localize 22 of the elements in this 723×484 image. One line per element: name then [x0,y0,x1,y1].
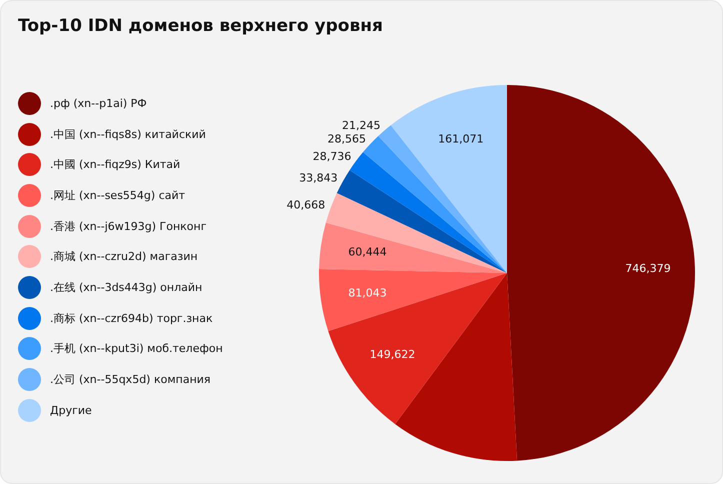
legend-label: .在线 (xn--3ds443g) онлайн [50,280,202,295]
legend-label: .рф (xn--p1ai) РФ [50,96,147,110]
data-label: 149,622 [370,348,416,362]
legend-label: .香港 (xn--j6w193g) Гонконг [50,218,206,234]
data-label: 746,379 [625,262,671,276]
legend-label: .网址 (xn--ses554g) сайт [50,188,186,203]
legend-label: .中国 (xn--fiqs8s) китайский [50,126,206,142]
legend-label: .商城 (xn--czru2d) магазин [50,249,198,264]
legend-label: .公司 (xn--55qx5d) компания [50,372,211,388]
data-label: 161,071 [438,132,484,146]
data-label: 28,565 [328,132,366,146]
data-label: 81,043 [348,286,387,300]
legend-label: .手机 (xn--kput3i) моб.телефон [50,341,223,356]
data-label: 28,736 [312,150,352,164]
data-label: 60,444 [348,245,387,258]
legend-label: .中國 (xn--fiqz9s) Китай [50,157,180,172]
legend-label: Другие [50,404,92,417]
legend-label: .商标 (xn--czr694b) торг.знак [50,310,213,326]
data-label: 33,843 [299,171,338,184]
data-label: 40,668 [286,198,326,212]
chart-title: Top-10 IDN доменов верхнего уровня [18,16,383,36]
data-label: 21,245 [342,118,380,132]
